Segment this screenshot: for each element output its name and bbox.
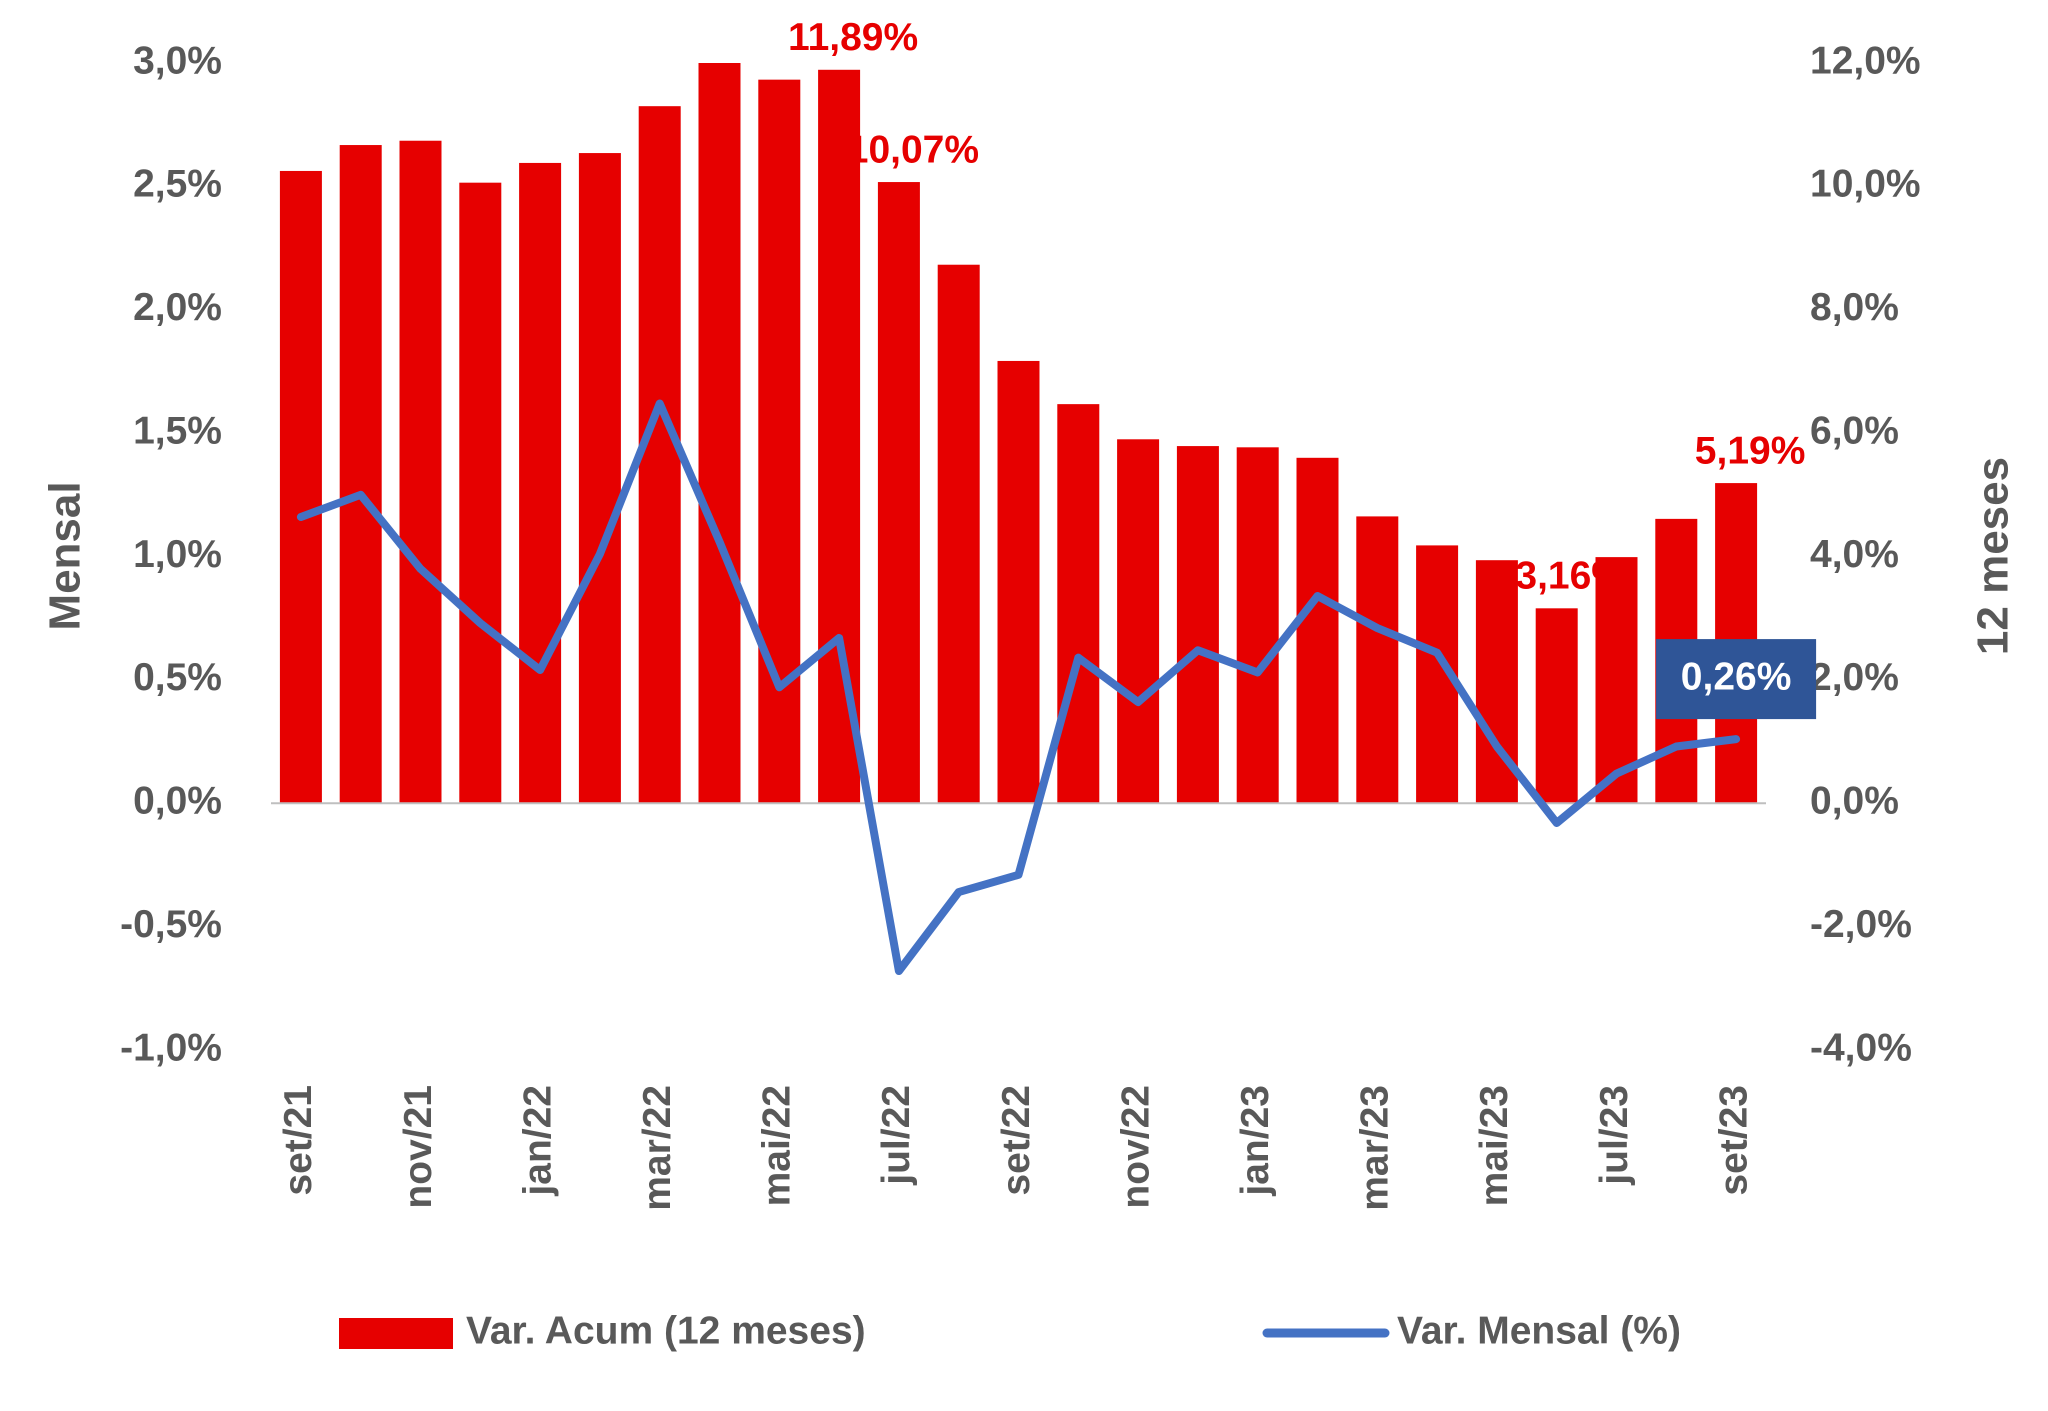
bar	[1117, 439, 1160, 804]
x-tick-label: mai/23	[1473, 1085, 1516, 1206]
bar	[818, 69, 861, 804]
x-tick-label: jul/23	[1593, 1085, 1636, 1186]
y-axis-title: Mensal	[41, 481, 90, 630]
x-tick-label: nov/21	[397, 1085, 440, 1209]
bar	[339, 145, 382, 804]
y-tick-label: -0,5%	[120, 903, 222, 946]
legend-swatch	[339, 1318, 453, 1349]
y-tick-label: 0,5%	[133, 656, 222, 699]
x-tick-label: set/23	[1712, 1085, 1755, 1196]
data-label: 11,89%	[788, 16, 918, 59]
bar	[937, 264, 980, 804]
legend-label: Var. Mensal (%)	[1397, 1309, 1681, 1352]
y-tick-label: 0,0%	[133, 780, 222, 823]
bar	[698, 63, 741, 804]
x-tick-label: nov/22	[1114, 1085, 1157, 1209]
bar	[1356, 516, 1399, 804]
legend-label: Var. Acum (12 meses)	[466, 1309, 866, 1352]
y-tick-label: -1,0%	[120, 1026, 222, 1069]
y2-tick-label: 8,0%	[1810, 286, 1899, 329]
x-tick-label: set/21	[277, 1085, 320, 1196]
bar	[1595, 557, 1638, 804]
y-tick-label: 2,5%	[133, 163, 222, 206]
y-tick-label: 1,5%	[133, 409, 222, 452]
bar	[578, 153, 621, 804]
data-label: 3,16%	[1515, 555, 1626, 598]
bar	[519, 162, 562, 804]
x-tick-label: mai/22	[756, 1085, 799, 1206]
bar	[1296, 457, 1339, 804]
bar	[1535, 608, 1578, 804]
y2-tick-label: 2,0%	[1810, 656, 1899, 699]
bar	[1236, 447, 1279, 804]
y2-tick-label: -4,0%	[1810, 1026, 1912, 1069]
y2-tick-label: 10,0%	[1810, 163, 1921, 206]
bar	[279, 170, 322, 804]
y-tick-label: 3,0%	[133, 39, 222, 82]
x-tick-label: jan/22	[516, 1085, 559, 1197]
x-tick-label: mar/23	[1354, 1085, 1397, 1211]
y2-tick-label: 6,0%	[1810, 409, 1899, 452]
bar	[459, 182, 502, 804]
y-tick-label: 2,0%	[133, 286, 222, 329]
x-tick-label: jan/23	[1234, 1085, 1277, 1197]
x-tick-label: set/22	[995, 1085, 1038, 1196]
data-label: 5,19%	[1695, 429, 1806, 472]
bar	[399, 140, 442, 804]
bar	[758, 79, 801, 804]
bar	[1176, 446, 1219, 804]
data-label: 10,07%	[847, 128, 979, 171]
bar	[638, 106, 681, 804]
bar	[997, 360, 1040, 804]
y2-tick-label: 0,0%	[1810, 780, 1899, 823]
y2-axis-title: 12 meses	[1969, 457, 2018, 655]
x-tick-label: mar/22	[636, 1085, 679, 1211]
y2-tick-label: -2,0%	[1810, 903, 1912, 946]
bar	[1057, 404, 1100, 804]
y-tick-label: 1,0%	[133, 533, 222, 576]
y2-tick-label: 12,0%	[1810, 39, 1921, 82]
x-tick-label: jul/22	[875, 1085, 918, 1186]
data-label: 0,26%	[1681, 655, 1792, 698]
bar	[877, 182, 920, 804]
y2-tick-label: 4,0%	[1810, 533, 1899, 576]
data-label-box	[1656, 639, 1817, 720]
line	[296, 399, 1741, 976]
